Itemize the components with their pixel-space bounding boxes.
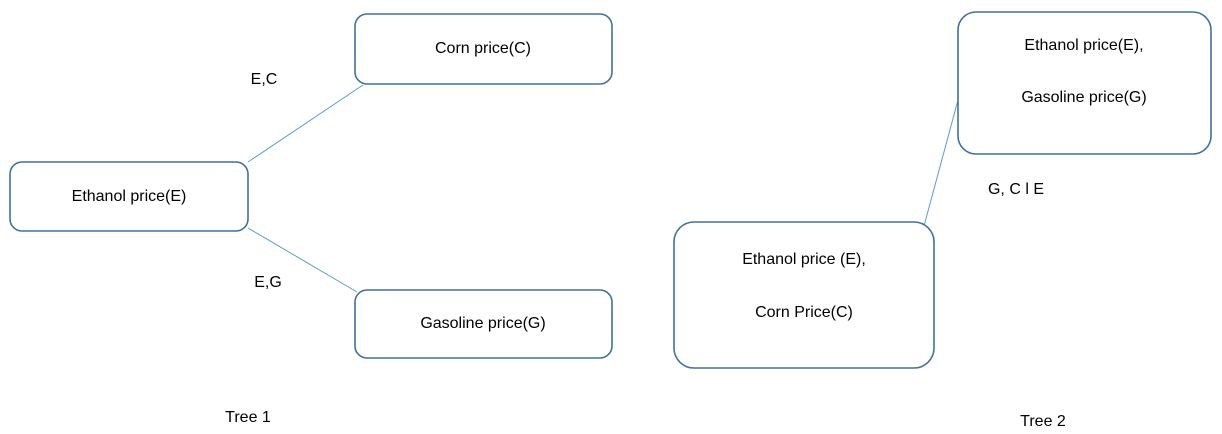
edge-label: G, C l E	[988, 181, 1044, 198]
node-box	[673, 221, 935, 369]
caption: Tree 1	[225, 409, 271, 426]
edge	[247, 84, 364, 163]
edge	[923, 99, 959, 227]
node-label: Ethanol price (E),	[742, 251, 866, 268]
tree-1: Ethanol price(E) Corn price(C) Gasoline …	[9, 13, 613, 426]
node-label: Ethanol price(E),	[1024, 37, 1143, 54]
edge	[247, 227, 358, 293]
node-label: Ethanol price(E)	[72, 188, 187, 205]
node-box	[354, 13, 613, 85]
node-label: Corn Price(C)	[755, 304, 853, 321]
edge-label: E,C	[251, 71, 278, 88]
node-label: Corn price(C)	[435, 40, 531, 57]
caption: Tree 2	[1020, 413, 1066, 430]
node-box	[957, 11, 1212, 155]
tree-2: Ethanol price(E), Gasoline price(G) Etha…	[673, 11, 1212, 430]
node-box	[354, 289, 613, 359]
node-label: Gasoline price(G)	[1021, 89, 1146, 106]
edge-label: E,G	[254, 274, 282, 291]
node-label: Gasoline price(G)	[420, 315, 545, 332]
node-box	[9, 161, 249, 232]
